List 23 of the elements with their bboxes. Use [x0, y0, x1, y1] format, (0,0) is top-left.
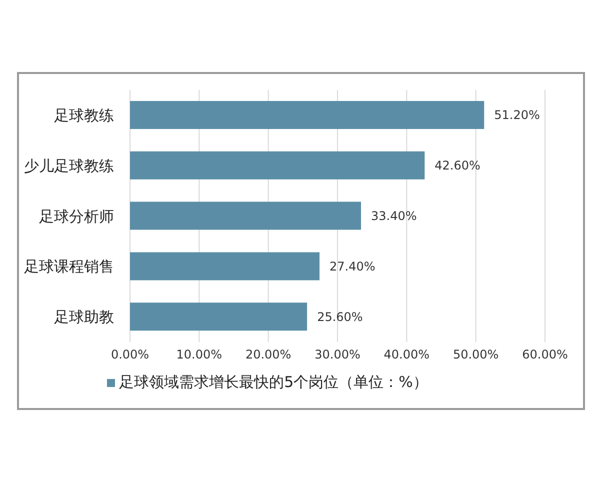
bar — [130, 302, 308, 331]
data-label: 51.20% — [494, 108, 540, 122]
data-label: 33.40% — [371, 209, 417, 223]
bar — [130, 202, 362, 230]
y-tick-label: 少儿足球教练 — [24, 156, 114, 175]
legend-label: 足球领域需求增长最快的5个岗位（单位：%） — [119, 373, 428, 391]
x-tick-label: 30.00% — [314, 348, 360, 362]
x-tick-label: 50.00% — [452, 348, 499, 362]
data-label: 42.60% — [434, 158, 480, 173]
y-tick-label: 足球课程销售 — [24, 258, 114, 276]
bar — [130, 252, 320, 280]
x-tick-label: 10.00% — [176, 348, 222, 362]
y-tick-label: 足球教练 — [54, 106, 114, 125]
data-label: 27.40% — [330, 259, 376, 274]
x-tick-label: 40.00% — [384, 348, 430, 362]
y-tick-label: 足球助教 — [54, 308, 114, 326]
x-tick-label: 60.00% — [522, 348, 568, 362]
bar — [130, 151, 425, 180]
y-tick-label: 足球分析师 — [39, 207, 114, 226]
x-tick-label: 20.00% — [245, 348, 292, 362]
bar — [130, 101, 484, 129]
x-tick-label: 0.00% — [110, 348, 150, 362]
data-label: 25.60% — [317, 310, 363, 324]
